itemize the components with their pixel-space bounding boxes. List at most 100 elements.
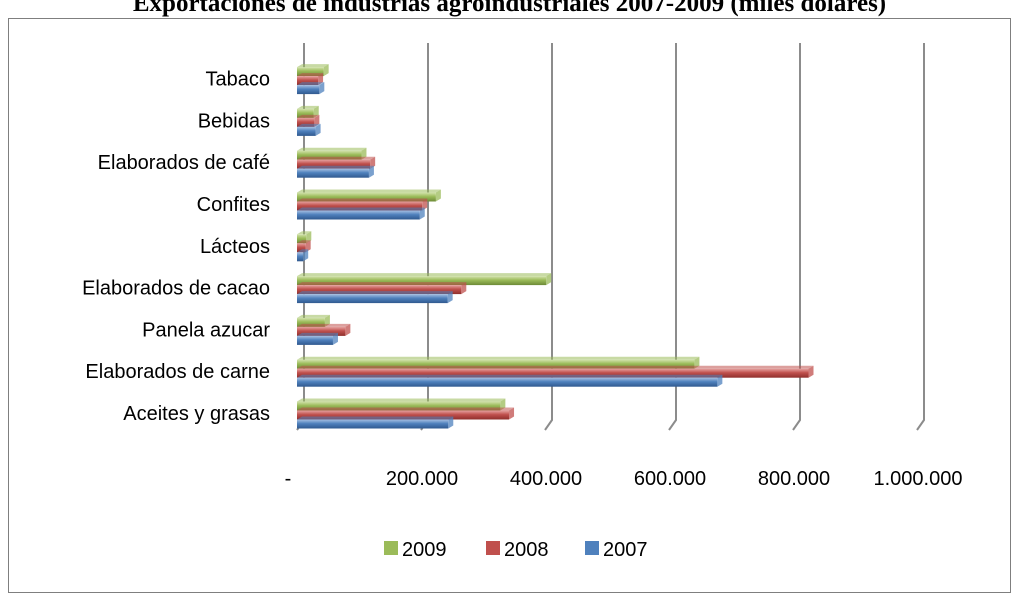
bar-top [297,249,309,253]
bar-end [447,291,453,304]
bar-front [297,377,718,387]
legend-swatch [384,541,398,555]
bar-front [297,294,448,304]
bar-front [297,317,325,327]
bar-front [297,85,320,95]
legend-swatch [585,541,599,555]
bar-top [297,356,700,360]
bar-top [297,374,723,378]
bar-front [297,210,420,220]
category-label: Lácteos [200,236,270,258]
bar-top [297,398,506,402]
bar [297,332,338,345]
bar [297,64,329,77]
bar-end [448,416,454,429]
chart-title: Exportaciones de industrias agroindustri… [132,0,887,17]
gridline [916,43,925,431]
bar-top [297,105,319,109]
category-label: Confites [197,194,270,216]
bar-top [297,147,367,151]
bar-end [303,249,309,262]
bar-front [297,335,333,345]
bar [297,291,453,304]
x-tick-label: 800.000 [758,468,830,490]
category-label: Aceites y grasas [123,403,270,425]
bar [297,123,321,136]
bar-front [297,401,501,411]
bar-front [297,368,809,378]
bar-top [297,123,321,127]
bar-front [297,159,371,169]
bar-end [315,123,321,136]
bar-end [319,82,325,95]
bar-end [461,282,467,295]
bar-top [297,323,351,327]
bar [297,282,467,295]
bar-top [297,207,425,211]
bar-end [546,273,552,286]
gridline [544,43,553,431]
bar-front [297,276,547,286]
bar-top [297,189,441,193]
bar [297,374,723,387]
category-labels: Aceites y grasas Elaborados de carne Panel… [82,69,270,425]
bar [297,189,441,202]
gridline [792,43,801,431]
bar-top [297,416,454,420]
category-label: Panela azucar [142,319,270,341]
bar [297,249,309,262]
legend-swatch [486,541,500,555]
bar [297,407,515,420]
x-tick-label: 600.000 [634,468,706,490]
bar-end [332,332,338,345]
bar [297,273,552,286]
bar-front [297,410,510,420]
bar-top [297,73,324,77]
bar [297,165,374,178]
category-label: Elaborados de café [98,152,270,174]
bar-top [297,64,329,68]
bar-top [297,240,311,244]
x-tick-labels: - 200.000 400.000 600.000 800.000 1.000.000 [285,468,963,490]
bar-front [297,234,307,244]
bar-front [297,76,319,86]
bars [297,64,814,429]
bar-front [297,117,315,127]
bar-front [297,126,316,136]
category-label: Elaborados de cacao [82,278,270,300]
bar-top [297,198,428,202]
bar-front [297,419,449,429]
legend-item: 2009 [384,539,447,561]
bar-top [297,332,338,336]
bar-top [297,282,467,286]
bar-front [297,326,346,336]
bar-chart: Aceites y grasas Elaborados de carne Panel… [82,43,963,561]
legend-label: 2009 [402,539,447,561]
bar [297,416,454,429]
bar-front [297,192,436,202]
bar [297,207,425,220]
x-tick-label: 200.000 [386,468,458,490]
bar-front [297,67,324,77]
bar-front [297,108,314,118]
bar-top [297,365,814,369]
legend-item: 2008 [486,539,549,561]
legend-label: 2008 [504,539,549,561]
bar-front [297,243,306,253]
category-label: Elaborados de carne [85,361,270,383]
bar-front [297,359,695,369]
legend-item: 2007 [585,539,648,561]
bar-front [297,252,304,262]
bar-top [297,291,453,295]
bar-end [323,64,329,77]
bar-end [717,374,723,387]
bar [297,82,325,95]
bar-end [419,207,425,220]
bar-end [509,407,515,420]
bar-top [297,165,374,169]
bar-end [345,323,351,336]
bar-top [297,314,330,318]
category-label: Tabaco [206,69,271,91]
bar-top [297,231,312,235]
bar-front [297,201,423,211]
